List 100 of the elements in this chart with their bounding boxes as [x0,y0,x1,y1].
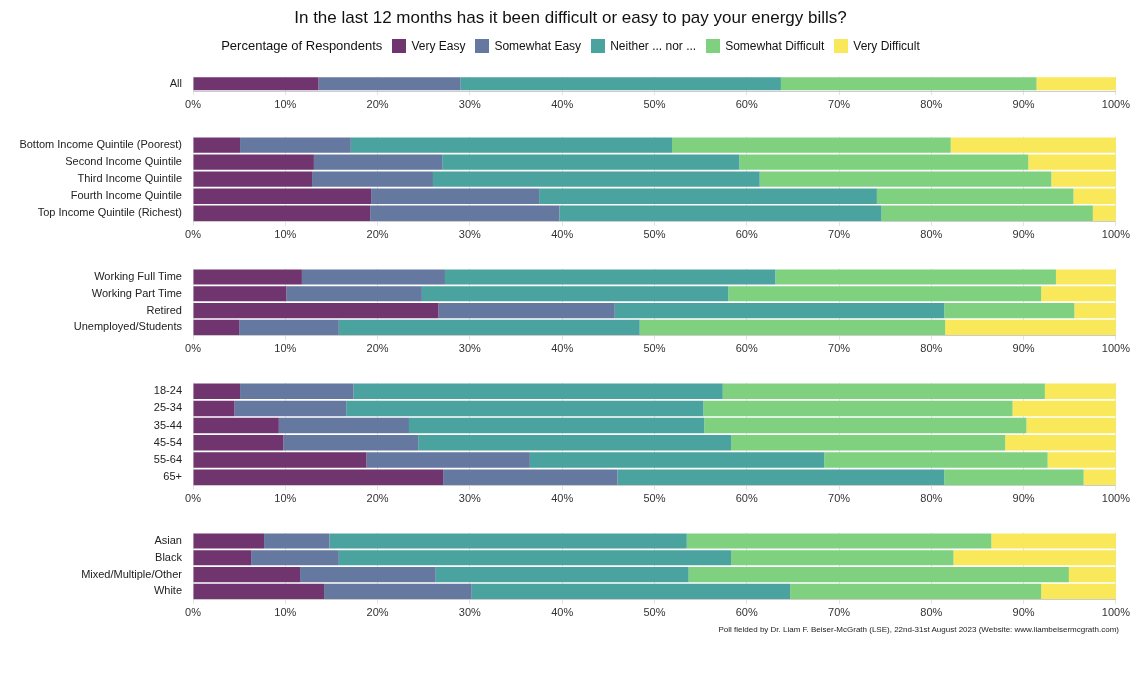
legend-title: Percentage of Respondents [221,38,383,53]
x-tick-label: 100% [1101,342,1131,355]
bar [193,188,372,204]
x-tick-label: 20% [366,606,389,619]
bar [460,77,781,91]
bar [318,77,461,91]
bar [438,303,615,319]
x-tick-label: 10% [274,97,297,110]
y-tick-label: 55-64 [153,453,182,466]
x-tick-label: 40% [551,228,574,241]
x-tick-label: 50% [643,97,666,110]
bar [790,583,1042,599]
x-tick-label: 100% [1101,97,1131,110]
x-tick-label: 40% [551,492,574,505]
x-tick-label: 60% [735,606,758,619]
y-tick-label: 35-44 [153,418,182,431]
bar [614,303,945,319]
x-tick-label: 80% [920,342,943,355]
x-tick-label: 100% [1101,228,1131,241]
bar [353,383,723,399]
bar [1092,205,1116,221]
bar [559,205,882,221]
bar [435,567,689,583]
y-tick-label: Black [155,550,183,563]
bar [759,171,1052,187]
x-tick-label: 30% [458,342,482,355]
y-tick-label: Unemployed/Students [73,320,183,333]
bar [1074,303,1116,319]
legend-label: Very Easy [411,38,466,53]
x-tick-label: 100% [1101,492,1131,505]
bar [338,319,640,335]
y-tick-label: All [169,76,182,89]
x-tick-label: 0% [185,97,202,110]
bar [193,417,279,434]
y-tick-label: Bottom Income Quintile (Poorest) [19,138,182,151]
bar [1044,383,1116,399]
y-tick-label: Top Income Quintile (Richest) [37,206,182,219]
y-tick-label: Mixed/Multiple/Other [81,567,183,580]
x-tick-label: 10% [274,342,297,355]
x-tick-label: 50% [643,606,666,619]
bar [193,383,241,399]
bar [1012,400,1116,417]
x-tick-label: 60% [735,97,758,110]
bar [193,205,371,221]
bar [1036,77,1116,91]
legend-label: Somewhat Difficult [725,38,825,53]
bar [1051,171,1116,187]
bar [240,383,354,399]
x-tick-label: 0% [185,228,202,241]
bar [193,303,439,319]
x-tick-label: 20% [366,97,389,110]
x-tick-label: 0% [185,606,202,619]
x-tick-label: 70% [828,492,851,505]
x-tick-label: 20% [366,492,389,505]
bar [471,583,791,599]
x-tick-label: 90% [1012,342,1035,355]
bar [1068,567,1116,583]
bar [539,188,877,204]
x-tick-label: 50% [643,492,666,505]
bar [193,567,301,583]
x-tick-label: 90% [1012,492,1035,505]
y-tick-label: Third Income Quintile [77,172,182,185]
y-tick-label: Fourth Income Quintile [70,189,182,202]
y-tick-label: Retired [146,303,182,316]
chart-title: In the last 12 months has it been difficult or easy to pay your energy bills? [293,8,848,28]
y-tick-label: 18-24 [153,384,182,397]
legend-label: Neither ... nor ... [610,38,697,53]
bar [703,400,1013,417]
x-tick-label: 100% [1101,606,1131,619]
bar [780,77,1037,91]
bar [944,303,1075,319]
x-tick-label: 30% [458,606,482,619]
bar [639,319,946,335]
x-tick-label: 70% [828,342,851,355]
y-tick-label: Asian [154,534,182,547]
x-tick-label: 70% [828,97,851,110]
bar [239,319,339,335]
bar [1041,583,1116,599]
bar [193,400,235,417]
x-tick-label: 10% [274,492,297,505]
bar [371,188,540,204]
y-tick-label: Working Full Time [94,270,182,283]
bar [193,583,325,599]
bar [945,319,1116,335]
bar [234,400,347,417]
bar [193,171,313,187]
x-tick-label: 30% [458,228,482,241]
y-tick-label: 45-54 [153,435,182,448]
y-tick-label: Working Part Time [91,286,182,299]
x-tick-label: 60% [735,228,758,241]
x-tick-label: 90% [1012,97,1035,110]
x-tick-label: 70% [828,228,851,241]
bar [346,400,704,417]
legend-label: Somewhat Easy [494,38,582,53]
bar [704,417,1027,434]
text: Poll fielded by Dr. Liam F. Beiser-McGrath (LSE), 22nd-31st August 2023 (Website: www.liambeisermcgrath.com) [717,625,1120,634]
x-tick-label: 80% [920,228,943,241]
x-tick-label: 40% [551,342,574,355]
x-tick-label: 60% [735,492,758,505]
x-tick-label: 50% [643,342,666,355]
